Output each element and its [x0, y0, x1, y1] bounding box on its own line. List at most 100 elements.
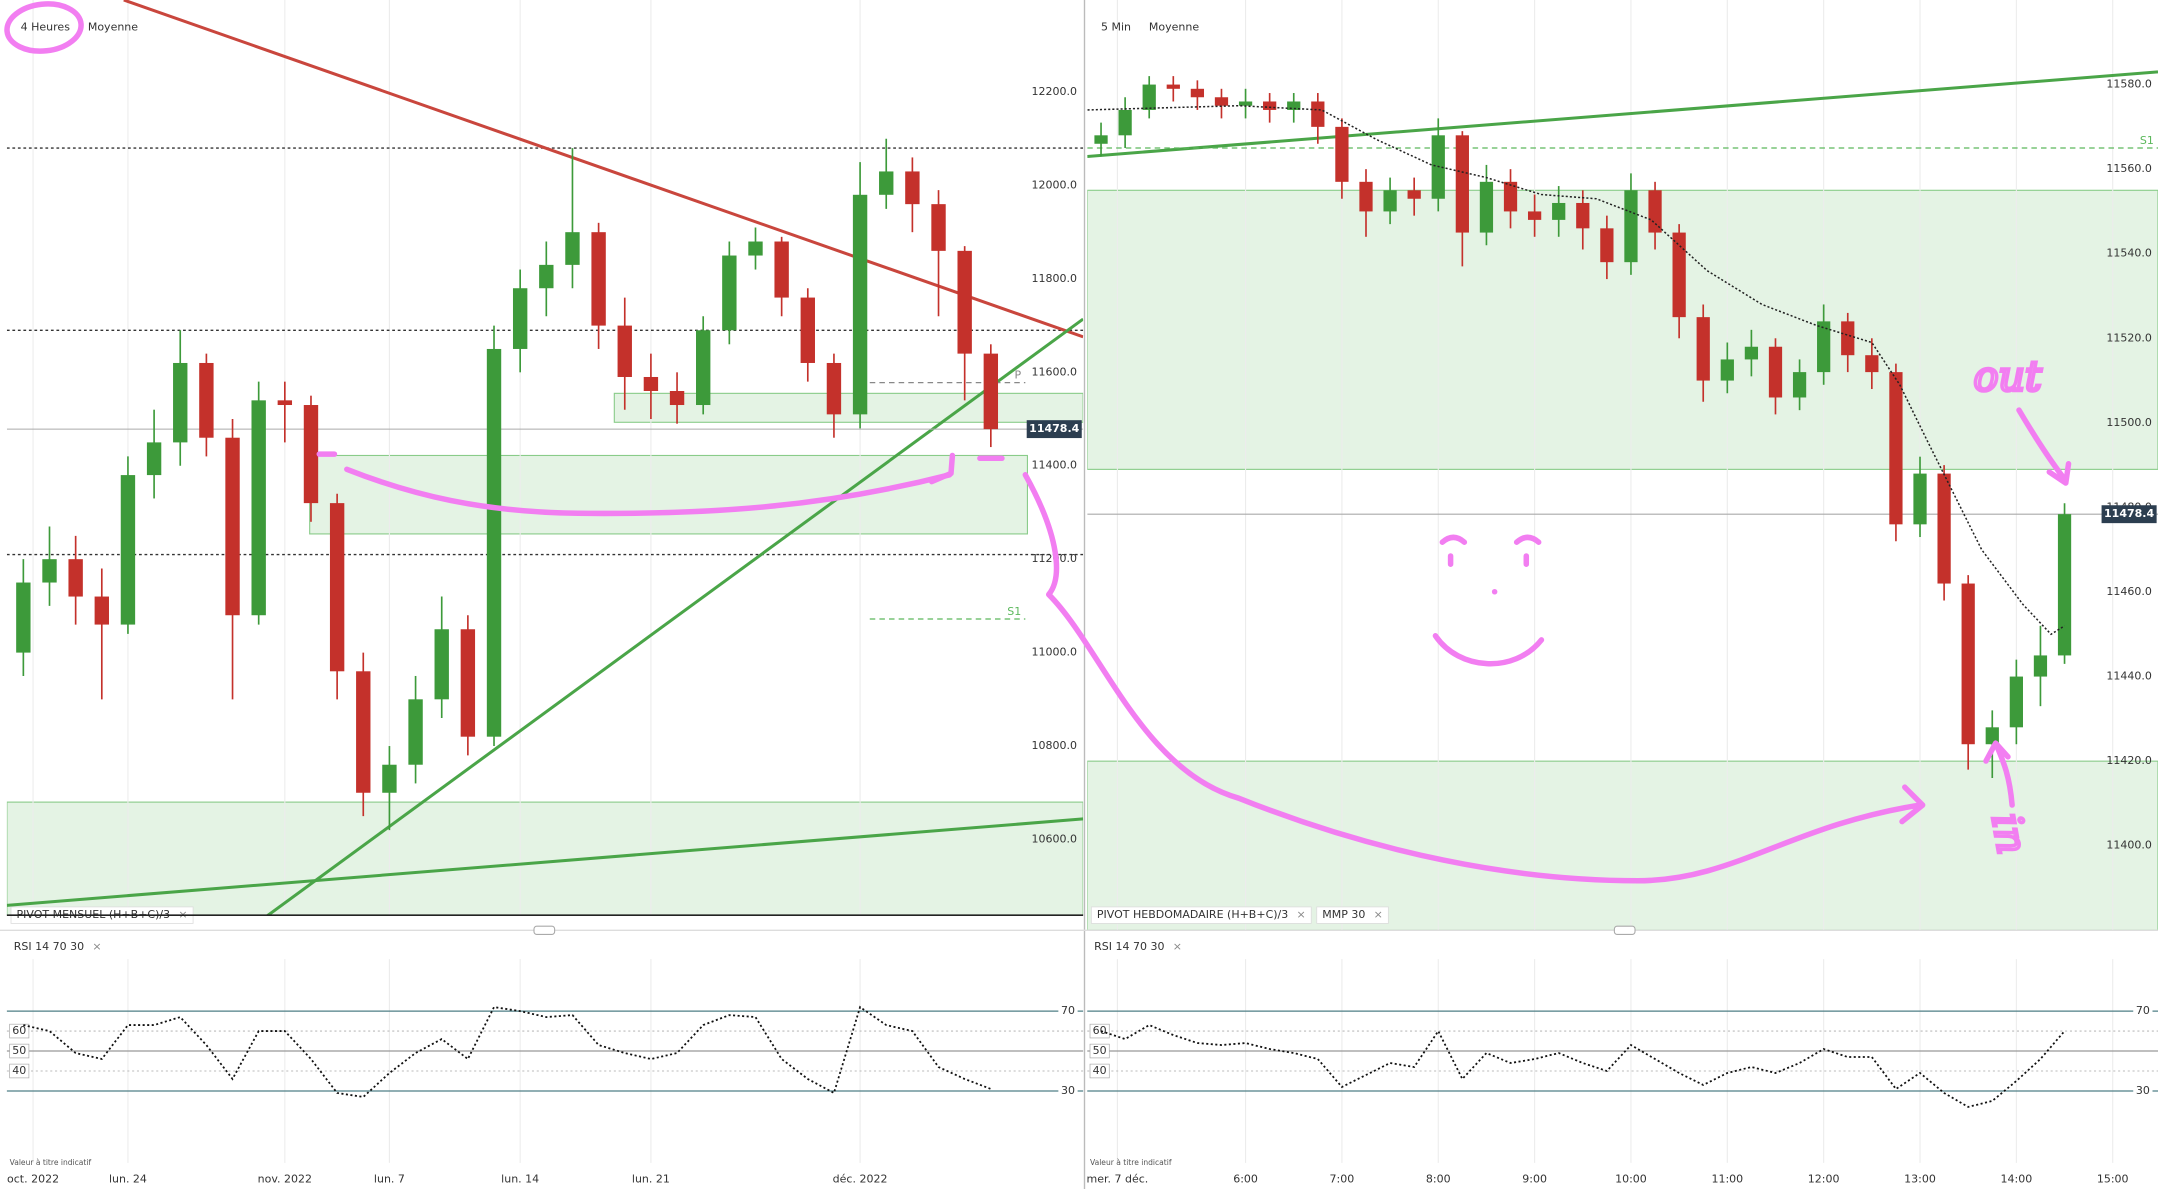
rsi-close[interactable]: × — [1173, 940, 1182, 953]
y-tick-label: 11400.0 — [2106, 839, 2152, 852]
candle-body — [1817, 321, 1831, 373]
annotation-smiley — [1432, 534, 1545, 667]
hand-annotations: out in — [4, 1, 2072, 884]
candle-body — [539, 264, 554, 289]
pivot-zone — [6, 801, 1084, 916]
y-tick-label: 10600.0 — [1031, 832, 1077, 845]
pivot-label: S1 — [1007, 605, 1021, 618]
chart-subtitle: Moyenne — [88, 21, 138, 34]
rsi-tick-label: 30 — [1061, 1084, 1075, 1097]
candle-body — [643, 376, 659, 392]
rsi-tick-bg — [2133, 1084, 2153, 1098]
pivot-label: P — [1015, 369, 1022, 382]
last-price-badge — [1026, 420, 1082, 439]
candle-body — [800, 297, 815, 363]
trend-line — [6, 817, 1084, 907]
legend-label: MMP 30 — [1322, 908, 1365, 921]
y-tick-label: 12200.0 — [1031, 85, 1077, 98]
candle-body — [1455, 135, 1469, 233]
x-tick-label: 12:00 — [1808, 1172, 1840, 1185]
annotation-arrow-head — [928, 452, 956, 485]
y-tick-label: 11000.0 — [1031, 646, 1077, 659]
y-tick-label: 10800.0 — [1031, 739, 1077, 752]
candle-body — [225, 437, 240, 616]
candle-body — [16, 582, 31, 653]
candle-body — [565, 232, 580, 265]
candle-body — [1913, 473, 1927, 525]
candle-body — [1335, 126, 1349, 182]
rsi-tick-bg — [1089, 1063, 1110, 1079]
candle-body — [382, 764, 397, 793]
legend-close[interactable]: × — [1374, 908, 1383, 921]
rsi-title: RSI 14 70 30 — [1094, 940, 1164, 953]
rsi-tick-label: 40 — [12, 1064, 26, 1077]
rsi-tick-label: 70 — [1061, 1004, 1075, 1017]
trend-line — [123, 0, 1084, 339]
y-tick-label: 11400.0 — [1031, 459, 1077, 472]
legend-close[interactable]: × — [1297, 908, 1306, 921]
footnote: Valeur à titre indicatif — [1090, 1158, 1172, 1167]
resize-handle[interactable] — [533, 925, 556, 935]
candle-body — [957, 250, 972, 354]
x-tick-label: 14:00 — [2001, 1172, 2033, 1185]
rsi-tick-label: 70 — [2136, 1004, 2150, 1017]
trend-line — [265, 317, 1084, 916]
y-tick-label: 11580.0 — [2106, 78, 2152, 91]
candle-body — [879, 171, 894, 195]
candle-body — [1600, 228, 1614, 263]
y-tick-label: 11420.0 — [2106, 754, 2152, 767]
candle-body — [512, 288, 528, 349]
x-tick-label: 13:00 — [1904, 1172, 1936, 1185]
legend-box — [1316, 906, 1389, 924]
candle-body — [434, 629, 449, 700]
x-tick-label: déc. 2022 — [833, 1172, 888, 1185]
last-price-badge — [2101, 505, 2157, 524]
annotation-text: out — [1974, 352, 2042, 400]
candle-body — [1407, 190, 1421, 199]
candle-body — [251, 400, 266, 616]
candle-body — [1118, 109, 1132, 136]
candle-body — [1142, 84, 1156, 110]
candle-body — [905, 171, 920, 205]
candle-body — [2033, 655, 2048, 677]
candle-body — [42, 559, 57, 583]
annotation-arrow — [1983, 740, 2015, 808]
candle-body — [1311, 101, 1325, 127]
rsi-line — [23, 1005, 992, 1098]
candle-body — [1527, 211, 1542, 220]
candle-body — [146, 442, 162, 476]
resize-handle[interactable] — [1613, 925, 1636, 935]
pivot-label: S1 — [2140, 134, 2154, 147]
candle-body — [1672, 232, 1686, 318]
candle-body — [199, 362, 214, 438]
candle-body — [1214, 97, 1229, 106]
candle-body — [1287, 101, 1301, 110]
rsi-close[interactable]: × — [92, 940, 101, 953]
candle-body — [1166, 84, 1180, 89]
y-tick-label: 11440.0 — [2106, 670, 2152, 683]
rsi-tick-label: 50 — [1093, 1044, 1107, 1057]
y-tick-label: 11500.0 — [2106, 416, 2152, 429]
price-plot — [6, 0, 1084, 916]
candle-body — [1552, 202, 1566, 220]
y-tick-label: 11460.0 — [2106, 585, 2152, 598]
candle-body — [1503, 181, 1518, 212]
candle-body — [1238, 101, 1253, 106]
rsi-tick-label: 30 — [2136, 1084, 2150, 1097]
x-tick-label: mer. 7 déc. — [1087, 1172, 1149, 1185]
candle-body — [1648, 190, 1662, 233]
chart-title: 4 Heures — [21, 21, 71, 34]
chart-subtitle: Moyenne — [1149, 21, 1199, 34]
y-tick-label: 12000.0 — [1031, 178, 1077, 191]
rsi-tick-bg — [1089, 1043, 1110, 1059]
x-tick-label: lun. 24 — [109, 1172, 147, 1185]
candle-body — [617, 325, 632, 377]
candle-body — [826, 362, 842, 415]
y-tick-label: 11560.0 — [2106, 162, 2152, 175]
candle-body — [408, 699, 423, 765]
y-tick-label: 11540.0 — [2106, 247, 2152, 260]
rsi-line — [1100, 1024, 2066, 1108]
last-price-label: 11478.4 — [2104, 507, 2154, 520]
x-tick-label: 8:00 — [1426, 1172, 1451, 1185]
